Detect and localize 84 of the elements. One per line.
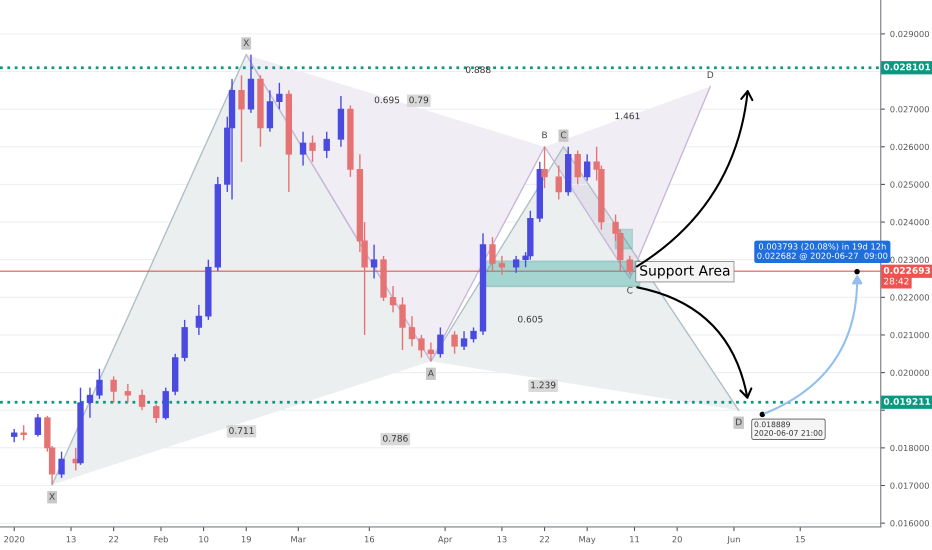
candlestick — [541, 146, 548, 189]
data-label: C — [560, 131, 566, 138]
candlestick — [584, 154, 590, 182]
candlestick — [34, 413, 42, 438]
x-tick-label: 13 — [498, 536, 507, 542]
candlestick — [110, 376, 117, 404]
y-tick-label: 0.021000 — [890, 332, 929, 338]
data-label: C — [627, 286, 632, 294]
x-tick-label: Jun — [727, 536, 740, 544]
y-tick-label: 0.026000 — [890, 144, 929, 150]
data-label: X — [243, 39, 250, 46]
x-tick-label: 22 — [108, 536, 118, 542]
x-tick-label: 2020 — [4, 536, 24, 542]
candlestick — [96, 368, 103, 400]
annotation: 0.605 — [518, 316, 542, 323]
candlestick — [574, 150, 581, 186]
annotation: 0.786 — [383, 434, 408, 442]
x-tick-label: 16 — [364, 536, 374, 542]
candlestick — [418, 334, 425, 358]
x-tick-label: 19 — [242, 536, 251, 542]
candlestick — [390, 285, 396, 314]
y-tick-label: 0.017000 — [890, 482, 929, 489]
candlestick — [86, 386, 94, 418]
candlestick — [153, 404, 160, 424]
candlestick — [124, 383, 132, 404]
annotation: 1.239 — [531, 382, 556, 388]
annotation: 0.888 — [466, 66, 491, 74]
candlestick — [309, 134, 316, 163]
x-tick-label: 11 — [630, 536, 640, 542]
x-tick-label: Feb — [154, 536, 168, 542]
candlestick — [196, 304, 202, 336]
data-label: A — [428, 370, 434, 376]
annotation: 0.79 — [409, 96, 428, 104]
candlestick — [626, 255, 633, 276]
data-label: X — [49, 493, 55, 500]
ref-line-label: 0.028101 — [884, 63, 930, 70]
candlestick — [437, 326, 444, 358]
y-tick-label: 0.022000 — [890, 294, 929, 301]
annotation: 1.461 — [615, 112, 640, 120]
y-tick-label: 0.027000 — [890, 106, 929, 112]
y-tick-label: 0.024000 — [890, 219, 929, 226]
candlestick — [498, 255, 506, 276]
candlestick — [428, 342, 434, 362]
x-tick-label: 20 — [672, 536, 682, 542]
x-tick-label: 13 — [66, 536, 76, 542]
candlestick — [276, 82, 283, 110]
ref-line-label: 0.019211 — [884, 398, 930, 405]
annotation: Support Area — [640, 265, 730, 278]
x-tick-label: 22 — [540, 536, 550, 542]
y-tick-label: 0.020000 — [890, 370, 929, 376]
y-tick-label: 0.023000 — [890, 256, 929, 263]
text: 28:42 — [884, 278, 908, 285]
y-tick-label: 0.016000 — [890, 520, 929, 526]
candlestick — [58, 450, 65, 479]
candlestick — [324, 131, 330, 159]
candlestick — [238, 74, 245, 163]
candlestick — [489, 236, 496, 272]
candlestick — [20, 424, 27, 442]
annotation: 0.711 — [229, 427, 254, 434]
y-tick-label: 0.018000 — [890, 444, 929, 452]
y-tick-label: 0.029000 — [890, 30, 929, 38]
candlestick — [408, 315, 416, 347]
candlestick — [300, 131, 306, 166]
candlestick — [512, 255, 520, 274]
candlestick — [556, 164, 562, 200]
annotation: 0.695 — [374, 96, 400, 104]
data-label: D — [708, 71, 714, 78]
candlestick — [11, 428, 18, 443]
data-label: D — [736, 418, 742, 426]
candlestick — [470, 326, 477, 344]
candlestick — [399, 296, 406, 351]
x-tick-label: May — [579, 536, 596, 544]
x-tick-label: Mar — [291, 536, 306, 542]
candlestick — [451, 330, 458, 354]
x-tick-label: 10 — [199, 536, 208, 542]
candlestick — [460, 330, 468, 351]
candlestick — [370, 244, 378, 280]
y-tick-label: 0.025000 — [890, 181, 929, 188]
x-tick-label: 15 — [796, 536, 805, 542]
ref-line-label: 0.022693 — [884, 267, 930, 274]
annotation: 0.003793 (20.08%) in 19d 12h 0.022682 @ 2020-06-27 09:00 — [757, 243, 888, 260]
candlestick — [138, 388, 146, 411]
x-tick-label: Apr — [438, 536, 452, 544]
data-label: B — [542, 132, 547, 138]
